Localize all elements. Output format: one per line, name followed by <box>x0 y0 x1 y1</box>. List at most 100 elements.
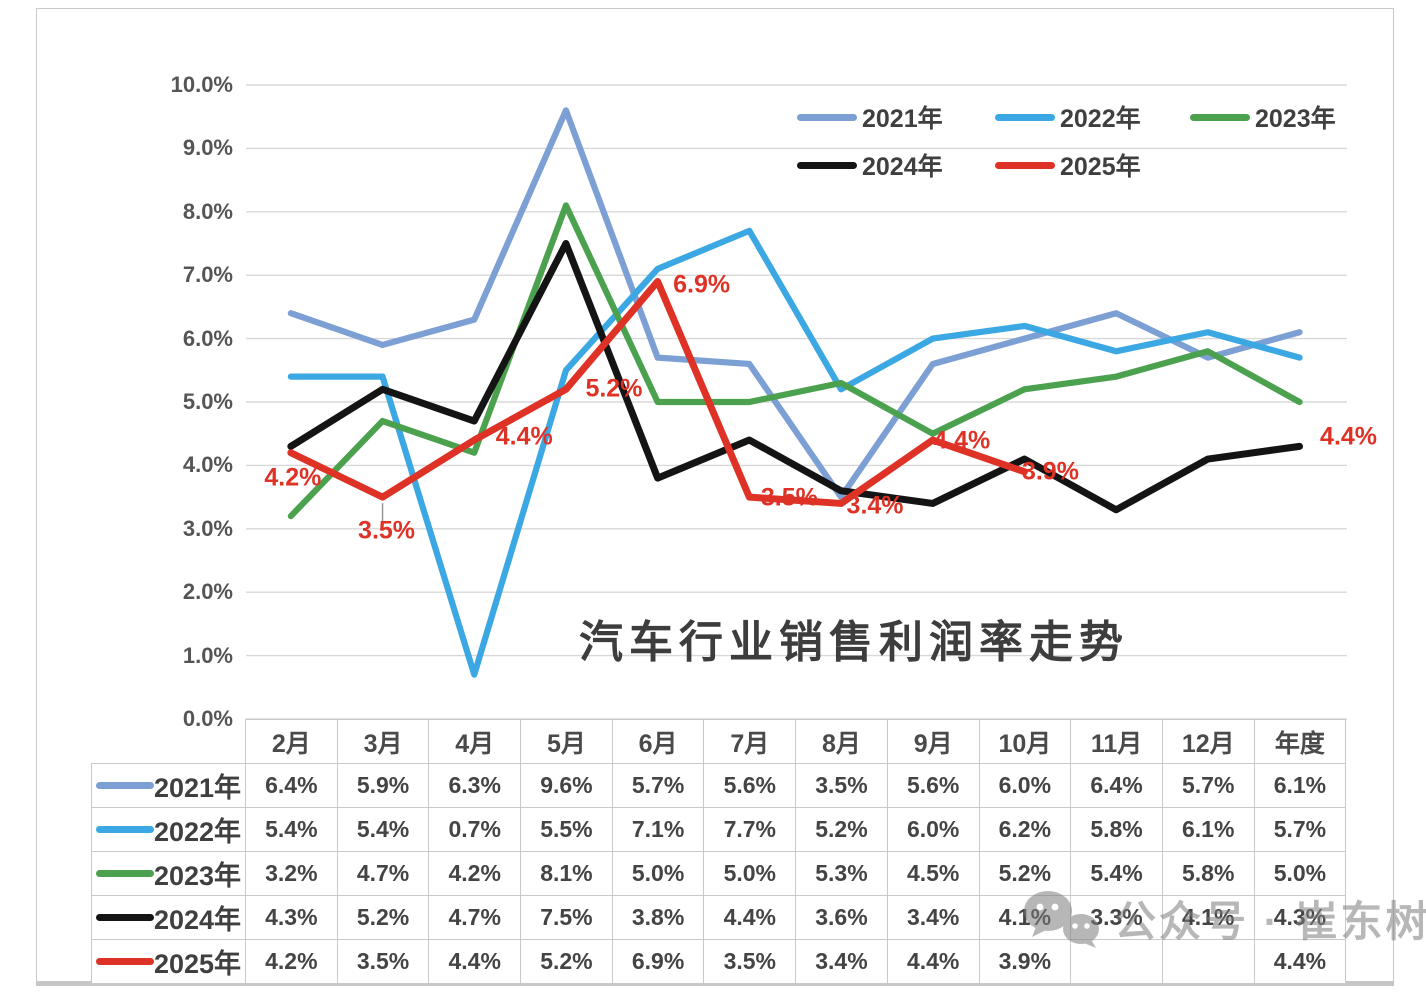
table-cell: 4.2% <box>428 851 522 896</box>
point-label: 4.4% <box>1320 422 1378 451</box>
point-label: 4.2% <box>264 463 322 492</box>
table-cell: 5.2% <box>978 851 1072 896</box>
table-row-label: 2025年 <box>91 939 246 984</box>
table-cell: 7.7% <box>703 807 797 852</box>
series-line-2021年 <box>287 107 1303 501</box>
series-name: 2021年 <box>153 773 242 803</box>
table-cell: 3.5% <box>795 763 888 808</box>
table-cell: 5.4% <box>336 807 430 852</box>
series-line-2024年 <box>287 240 1304 514</box>
series-swatch-icon <box>95 826 154 833</box>
table-col-header: 11月 <box>1070 719 1163 764</box>
table-col-header: 6月 <box>611 719 705 764</box>
table-cell: 4.2% <box>245 939 338 984</box>
table-cell: 6.9% <box>611 939 705 984</box>
point-label: 5.2% <box>585 374 643 403</box>
table-cell: 5.2% <box>520 939 613 984</box>
table-row: 2023年 3.2% 4.7% 4.2% 8.1% 5.0% 5.0% 5.3% 4.5% 5.2… <box>91 851 1347 896</box>
table-row: 2024年 4.3% 5.2% 4.7% 7.5% 3.8% 4.4% 3.6% 3.4% 4.1… <box>91 895 1347 940</box>
legend-label: 2024年 <box>862 153 943 181</box>
table-col-header: 5月 <box>520 719 613 764</box>
chart-title: 汽车行业销售利润率走势 <box>579 618 1129 667</box>
legend-item-2024年: 2024年 <box>797 151 943 181</box>
point-label: 3.9% <box>1021 457 1079 486</box>
table-cell: 3.3% <box>1070 895 1163 940</box>
table-cell: 5.7% <box>611 763 705 808</box>
table-cell: 5.3% <box>795 851 888 896</box>
table-cell: 4.7% <box>336 851 430 896</box>
table-cell: 3.8% <box>611 895 705 940</box>
y-axis-tick-label: 9.0% <box>182 135 233 161</box>
data-table: 2月 3月 4月 5月 6月 7月 8月 9月 10月 11月 12月 年度 2021年 6.4% 5.9%… <box>91 719 1347 984</box>
point-label: 4.4% <box>495 422 553 451</box>
series-swatch-icon <box>95 958 154 965</box>
series-swatch-icon <box>95 782 154 789</box>
table-cell: 5.9% <box>336 763 430 808</box>
table-cell: 3.5% <box>336 939 430 984</box>
table-col-header: 2月 <box>245 719 338 764</box>
table-corner-cell <box>92 720 246 764</box>
legend-label: 2021年 <box>862 105 943 133</box>
table-cell: 4.7% <box>428 895 522 940</box>
table-cell: 3.6% <box>795 895 888 940</box>
table-cell: 4.4% <box>886 939 980 984</box>
table-cell: 4.1% <box>1161 895 1255 940</box>
point-label: 4.4% <box>933 426 991 455</box>
table-row-label: 2021年 <box>91 763 246 808</box>
legend-swatch-icon <box>797 113 857 121</box>
legend-swatch-icon <box>797 161 857 169</box>
table-col-header: 7月 <box>703 719 797 764</box>
y-axis-tick-label: 3.0% <box>182 515 233 541</box>
point-label: 3.5% <box>358 516 416 545</box>
table-cell: 8.1% <box>520 851 613 896</box>
table-cell: 5.4% <box>245 807 338 852</box>
table-col-header: 4月 <box>428 719 522 764</box>
table-col-header: 年度 <box>1253 719 1347 764</box>
legend-item-2021年: 2021年 <box>797 103 943 133</box>
table-row-label: 2024年 <box>91 895 246 940</box>
table-cell <box>1070 939 1163 984</box>
y-axis-tick-label: 8.0% <box>182 198 233 224</box>
table-col-header: 10月 <box>978 719 1072 764</box>
y-axis-tick-label: 7.0% <box>182 262 233 288</box>
table-cell: 6.0% <box>978 763 1072 808</box>
y-axis-tick-label: 1.0% <box>182 642 233 668</box>
series-name: 2023年 <box>153 861 242 891</box>
table-cell <box>1161 939 1255 984</box>
line-chart-canvas <box>246 84 1347 720</box>
legend-label: 2022年 <box>1060 105 1141 133</box>
table-row-label: 2023年 <box>91 851 246 896</box>
table-cell: 3.5% <box>703 939 797 984</box>
y-axis-tick-label: 4.0% <box>182 452 233 478</box>
series-line-2022年 <box>287 227 1303 678</box>
table-cell: 5.6% <box>886 763 980 808</box>
legend-label: 2023年 <box>1255 105 1336 133</box>
legend-item-2023年: 2023年 <box>1190 103 1336 133</box>
legend-swatch-icon <box>1190 113 1250 121</box>
table-cell: 6.4% <box>1070 763 1163 808</box>
y-axis-tick-label: 6.0% <box>182 325 233 351</box>
series-name: 2022年 <box>153 817 242 847</box>
table-cell: 3.2% <box>245 851 338 896</box>
table-cell: 4.1% <box>978 895 1072 940</box>
chart-frame: 10.0% 9.0% 8.0% 7.0% 6.0% 5.0% 4.0% 3.0% 2.0% 1.0… <box>36 8 1426 986</box>
table-cell: 6.1% <box>1253 763 1347 808</box>
table-cell: 6.0% <box>886 807 980 852</box>
series-name: 2024年 <box>153 905 242 935</box>
table-cell: 3.4% <box>886 895 980 940</box>
table-cell: 6.4% <box>245 763 338 808</box>
table-cell: 5.8% <box>1161 851 1255 896</box>
legend-label: 2025年 <box>1060 153 1141 181</box>
table-cell: 5.7% <box>1161 763 1255 808</box>
table-cell: 5.2% <box>795 807 888 852</box>
table-cell: 4.3% <box>245 895 338 940</box>
y-axis-tick-label: 2.0% <box>182 579 233 605</box>
table-row: 2025年 4.2% 3.5% 4.4% 5.2% 6.9% 3.5% 3.4% 4.4% 3.9… <box>91 939 1347 984</box>
table-cell: 3.9% <box>978 939 1072 984</box>
y-axis-tick-label: 10.0% <box>170 72 233 97</box>
legend-swatch-icon <box>995 161 1055 169</box>
table-cell: 7.5% <box>520 895 613 940</box>
table-cell: 0.7% <box>428 807 522 852</box>
table-row-label: 2022年 <box>91 807 246 852</box>
table-cell: 6.3% <box>428 763 522 808</box>
